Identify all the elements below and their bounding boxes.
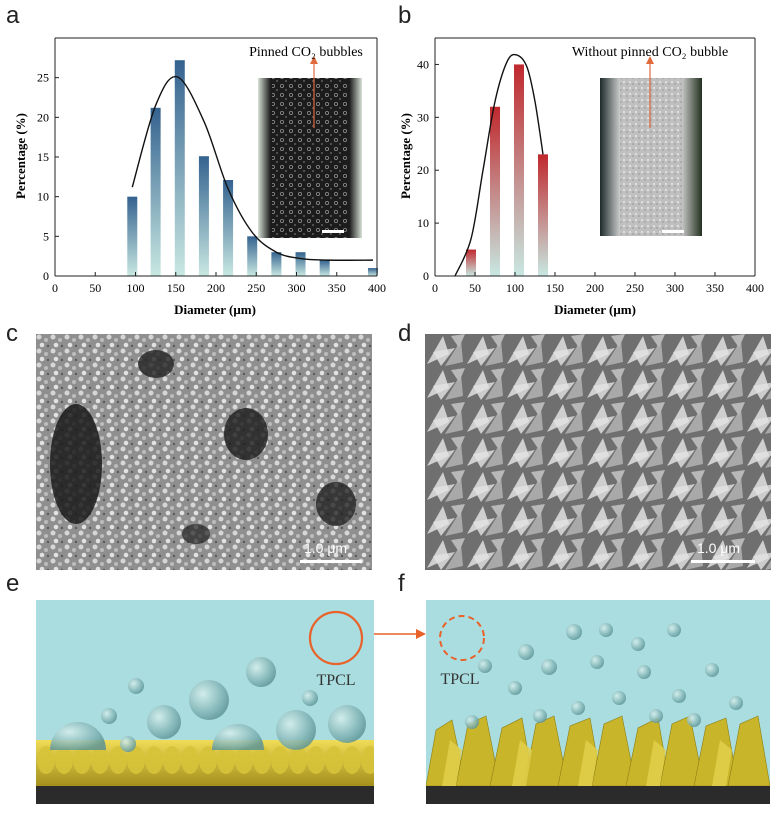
y-tick-label-a-3: 15 [37,150,49,164]
fit-curve-a [131,75,373,261]
scale-bar-d [691,560,755,563]
x-axis-label-a: Diameter (μm) [174,302,256,317]
y-tick-label-b-1: 10 [417,216,429,230]
annotation-a: Pinned CO₂ bubbles [249,45,363,60]
x-tick-label-b-3: 150 [546,281,564,295]
x-tick-label-b-8: 400 [746,281,764,295]
x-tick-label-b-5: 250 [626,281,644,295]
bar-a-8 [319,260,330,276]
bar-a-2 [174,60,185,276]
histogram-chart-b: 0 50 100 150 200 250 300 350 400 0 10 20 30 40 Withou… [398,37,764,317]
scale-label-c: 1.0 μm [304,540,348,556]
fit-curve-b [454,53,544,277]
x-tick-label-b-2: 100 [506,281,524,295]
y-tick-label-a-2: 10 [37,190,49,204]
bar-a-3 [198,156,209,276]
arrowhead-icon [310,56,318,64]
y-tick-label-b-4: 40 [417,57,429,71]
optical-image-inset-b [600,78,702,236]
x-tick-label-a-5: 250 [247,281,265,295]
bar-a-0 [127,196,138,276]
tpcl-dashed-circle-f [439,615,485,661]
panel-letter-d: d [398,320,412,347]
x-tick-label-a-4: 200 [207,281,225,295]
y-tick-label-a-1: 5 [43,229,49,243]
arrowhead-icon [646,56,654,64]
x-tick-label-b-7: 350 [706,281,724,295]
bar-a-6 [271,252,282,276]
x-tick-label-b-0: 0 [432,281,438,295]
x-tick-label-a-1: 50 [89,281,101,295]
panel-letter-e: e [6,570,20,597]
x-tick-label-a-2: 100 [127,281,145,295]
panel-letter-b: b [398,2,412,29]
bar-a-4 [223,180,234,276]
sem-image-d: 1.0 μm [425,334,771,570]
x-tick-label-a-8: 400 [368,281,386,295]
schematic-e: TPCL [36,600,374,804]
transition-arrow-icon [374,629,426,639]
bar-a-1 [150,107,161,277]
tpcl-label-f: TPCL [440,671,479,688]
y-tick-label-a-5: 25 [37,71,49,85]
scale-bar-c [300,560,362,563]
x-axis-label-b: Diameter (μm) [554,302,636,317]
y-axis-label-a: Percentage (%) [13,113,28,199]
x-tick-label-a-6: 300 [288,281,306,295]
annotation-b: Without pinned CO₂ bubble [572,45,728,60]
histogram-chart-a: 0 50 100 150 200 250 300 350 400 0 5 10 15 20 25 Pinne… [13,37,386,317]
y-tick-label-b-2: 20 [417,163,429,177]
y-tick-label-a-4: 20 [37,110,49,124]
y-tick-label-b-3: 30 [417,110,429,124]
x-tick-label-a-7: 350 [328,281,346,295]
x-tick-label-a-3: 150 [167,281,185,295]
x-tick-label-b-6: 300 [666,281,684,295]
panel-letter-a: a [6,2,20,29]
bar-b-0 [466,249,476,276]
tpcl-circle-e [308,610,364,666]
scale-label-d: 1.0 μm [697,540,741,556]
x-tick-label-b-4: 200 [586,281,604,295]
bar-a-9 [367,268,378,276]
bar-a-5 [247,236,258,276]
tpcl-label-e: TPCL [316,672,355,689]
panel-letter-c: c [6,320,18,347]
y-tick-label-b-0: 0 [423,269,429,283]
bar-b-3 [538,154,548,276]
y-axis-label-b: Percentage (%) [398,113,413,199]
x-tick-label-a-0: 0 [52,281,58,295]
panel-letter-f: f [398,570,405,597]
y-tick-label-a-0: 0 [43,269,49,283]
x-tick-label-b-1: 50 [469,281,481,295]
bar-a-7 [295,252,306,276]
schematic-f: TPCL [426,600,770,804]
sem-image-c: 1.0 μm [36,334,372,570]
optical-image-inset-a [258,78,362,238]
bar-b-2 [514,64,524,276]
bar-b-1 [490,106,500,276]
